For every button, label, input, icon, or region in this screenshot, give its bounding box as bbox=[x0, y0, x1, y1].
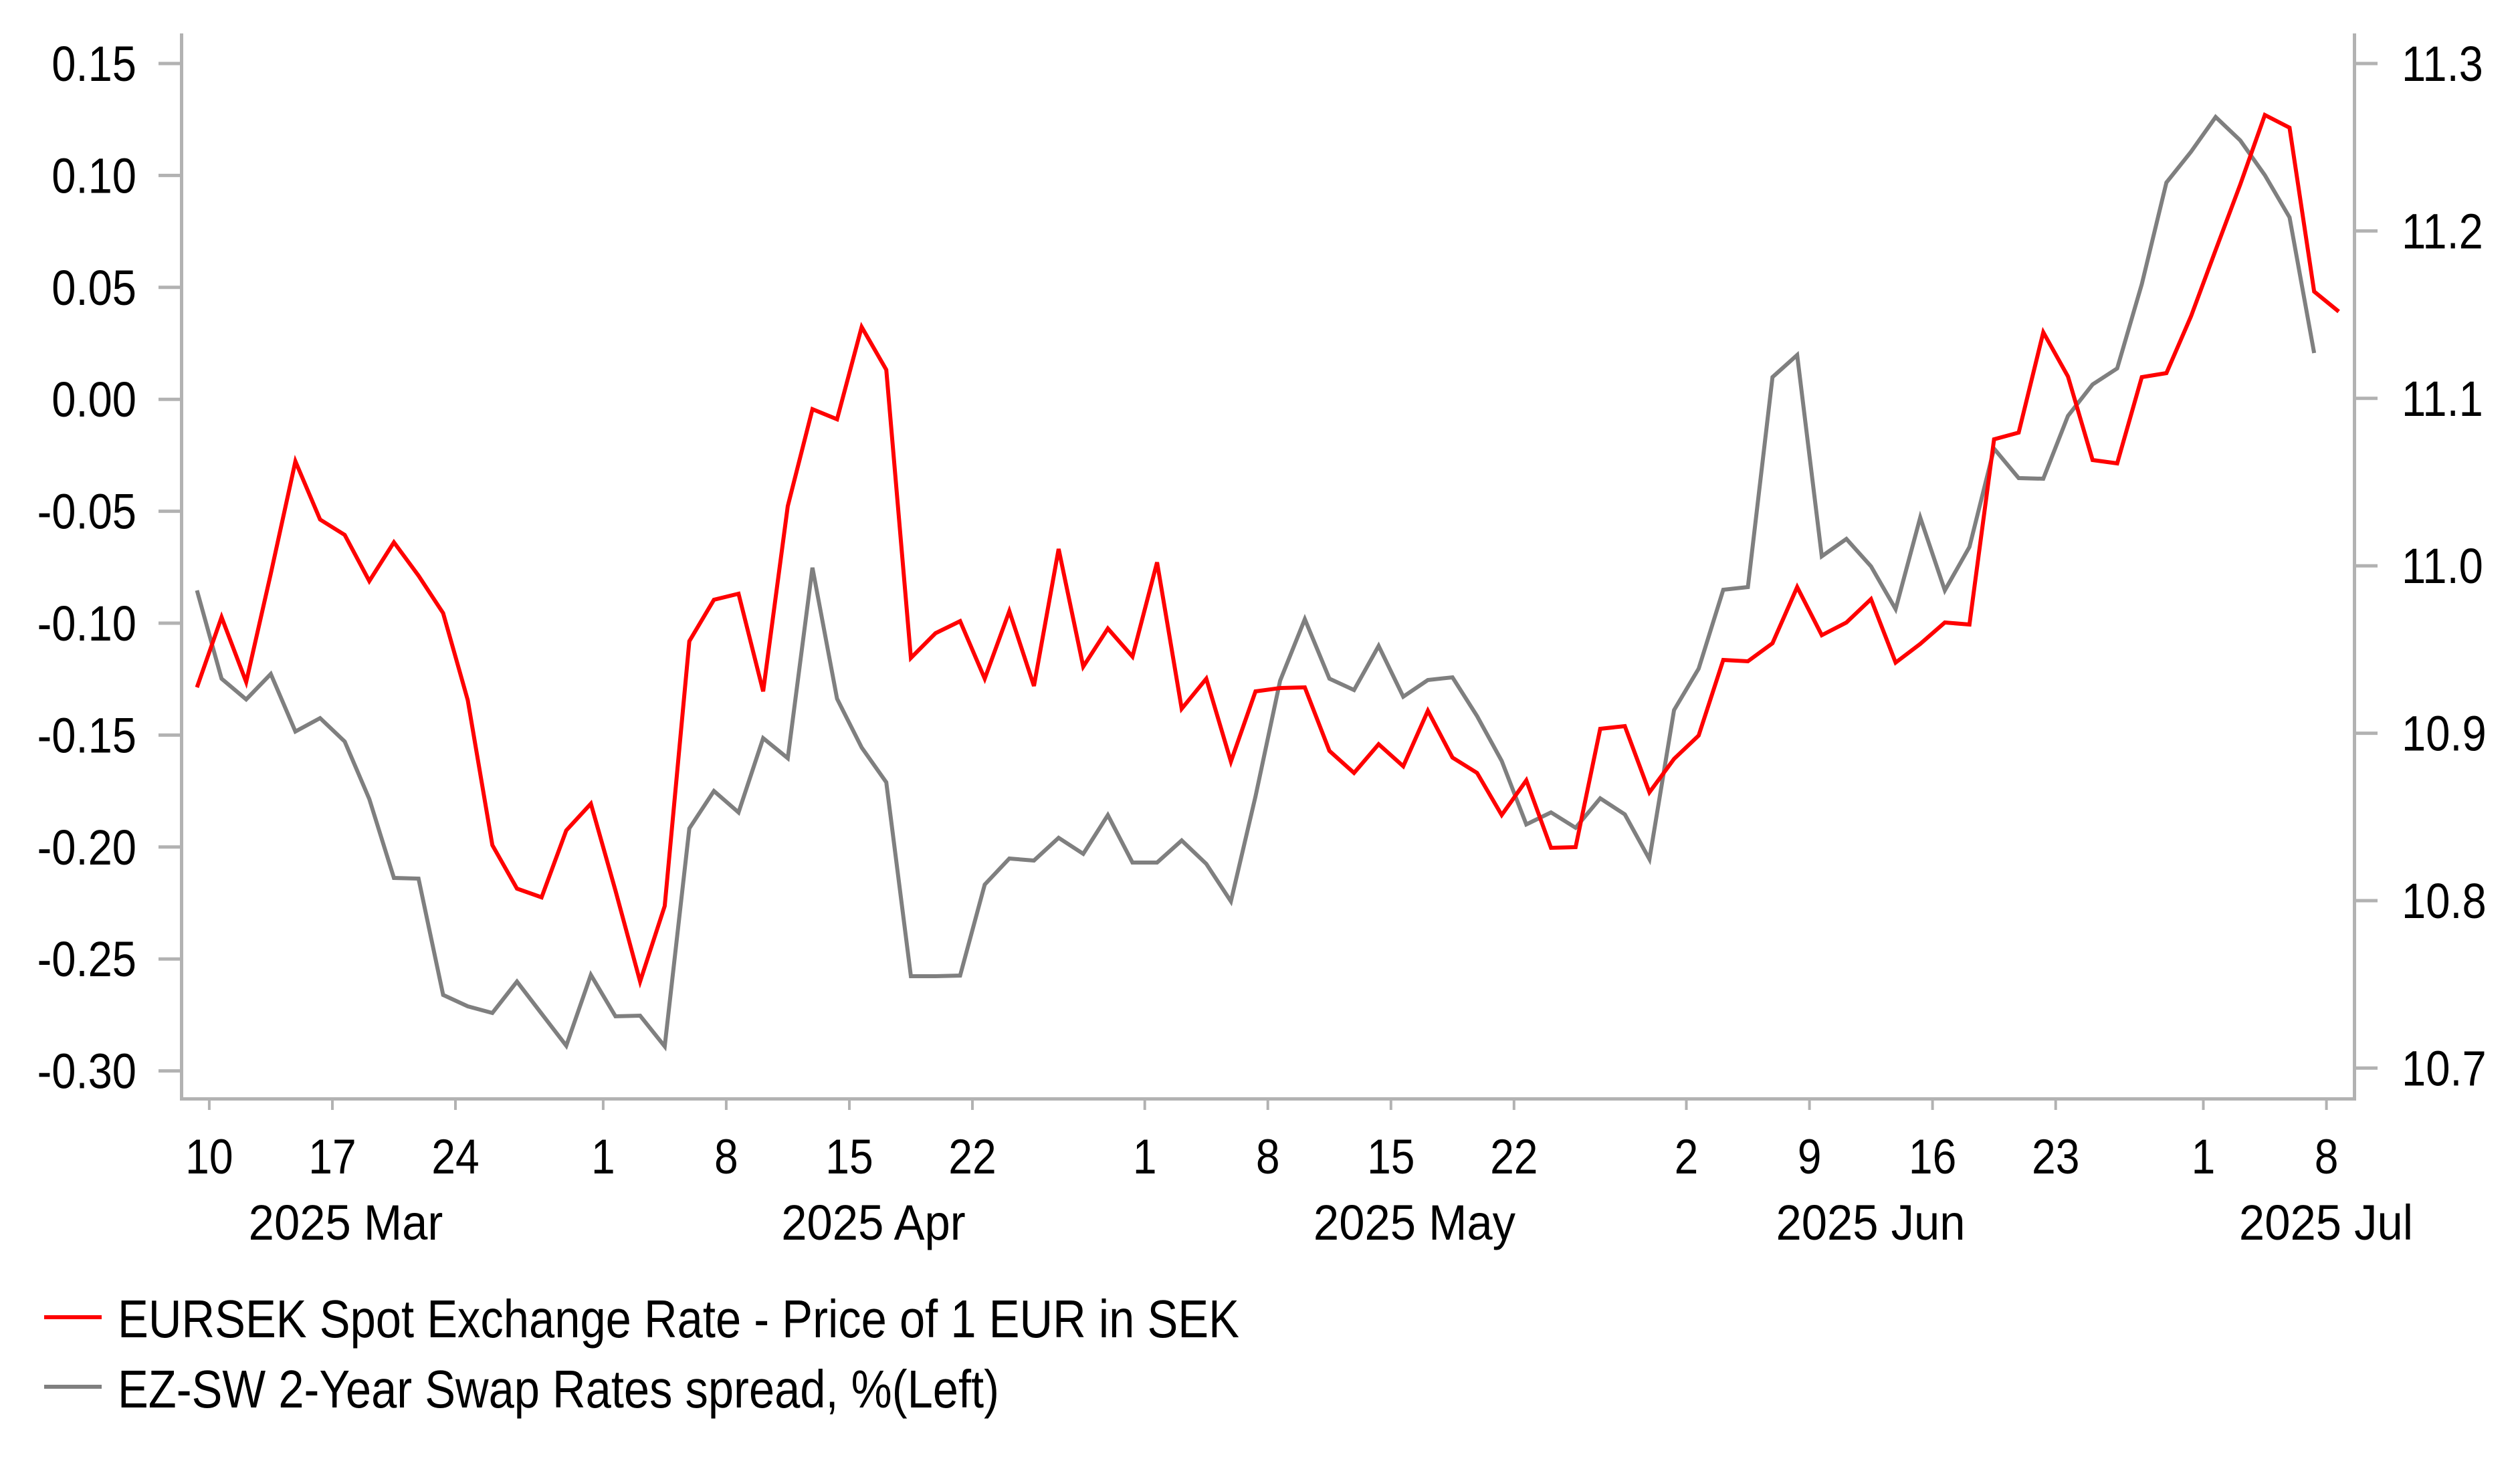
svg-text:1: 1 bbox=[2192, 1129, 2216, 1184]
svg-text:2025 May: 2025 May bbox=[1314, 1196, 1515, 1251]
svg-text:15: 15 bbox=[825, 1129, 873, 1184]
svg-text:23: 23 bbox=[2032, 1129, 2079, 1184]
svg-text:24: 24 bbox=[431, 1129, 479, 1184]
svg-text:0.05: 0.05 bbox=[51, 260, 136, 316]
svg-text:-0.15: -0.15 bbox=[37, 708, 136, 764]
svg-text:2025 Apr: 2025 Apr bbox=[781, 1196, 965, 1251]
svg-text:11.3: 11.3 bbox=[2402, 36, 2483, 92]
svg-text:-0.25: -0.25 bbox=[37, 931, 136, 987]
svg-text:1: 1 bbox=[591, 1129, 615, 1184]
svg-text:2025 Jun: 2025 Jun bbox=[1776, 1196, 1965, 1251]
svg-text:10.8: 10.8 bbox=[2402, 873, 2487, 929]
svg-text:8: 8 bbox=[714, 1129, 738, 1184]
svg-text:22: 22 bbox=[1490, 1129, 1538, 1184]
svg-text:1: 1 bbox=[1133, 1129, 1157, 1184]
svg-text:9: 9 bbox=[1798, 1129, 1822, 1184]
svg-text:10.7: 10.7 bbox=[2402, 1041, 2487, 1097]
svg-text:11.0: 11.0 bbox=[2402, 538, 2483, 594]
svg-text:22: 22 bbox=[948, 1129, 996, 1184]
svg-text:EZ-SW 2-Year Swap Rates spread: EZ-SW 2-Year Swap Rates spread, %(Left) bbox=[118, 1359, 999, 1419]
svg-text:2025 Jul: 2025 Jul bbox=[2239, 1196, 2413, 1251]
svg-text:16: 16 bbox=[1909, 1129, 1956, 1184]
svg-text:0.10: 0.10 bbox=[51, 148, 136, 204]
svg-text:11.2: 11.2 bbox=[2402, 204, 2483, 259]
svg-text:8: 8 bbox=[2315, 1129, 2339, 1184]
svg-text:10: 10 bbox=[185, 1129, 233, 1184]
svg-text:-0.10: -0.10 bbox=[37, 596, 136, 651]
svg-text:-0.30: -0.30 bbox=[37, 1044, 136, 1099]
svg-text:17: 17 bbox=[308, 1129, 356, 1184]
svg-text:0.15: 0.15 bbox=[51, 36, 136, 92]
svg-text:-0.05: -0.05 bbox=[37, 484, 136, 540]
svg-text:EURSEK Spot Exchange Rate - Pr: EURSEK Spot Exchange Rate - Price of 1 E… bbox=[118, 1289, 1239, 1349]
svg-text:15: 15 bbox=[1367, 1129, 1414, 1184]
svg-text:8: 8 bbox=[1256, 1129, 1280, 1184]
svg-text:0.00: 0.00 bbox=[51, 372, 136, 427]
svg-text:2: 2 bbox=[1675, 1129, 1699, 1184]
svg-text:2025 Mar: 2025 Mar bbox=[249, 1196, 443, 1251]
svg-text:-0.20: -0.20 bbox=[37, 820, 136, 875]
svg-text:11.1: 11.1 bbox=[2402, 371, 2483, 427]
svg-text:10.9: 10.9 bbox=[2402, 706, 2487, 762]
